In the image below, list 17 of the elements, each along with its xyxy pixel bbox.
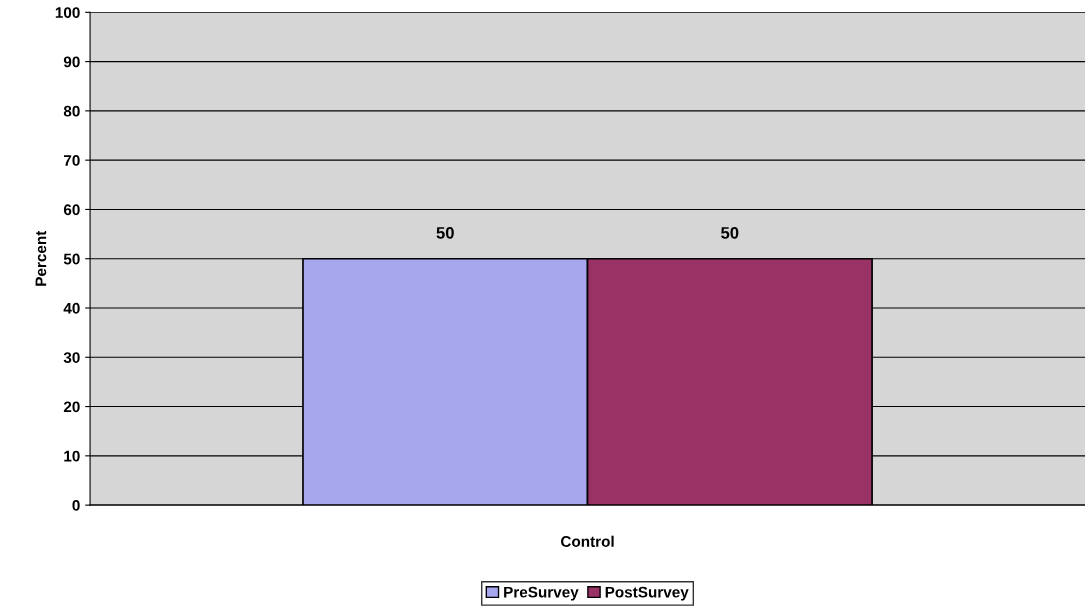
data-label: 50: [436, 226, 454, 239]
y-tick-label: 80: [63, 105, 80, 117]
y-tick-label: 60: [63, 204, 80, 216]
legend-label: PreSurvey: [504, 586, 579, 601]
y-tick-label: 90: [63, 56, 80, 68]
y-tick-label: 20: [63, 401, 80, 413]
y-tick-label: 30: [63, 352, 80, 363]
y-tick-label: 70: [64, 155, 80, 166]
y-tick-label: 10: [64, 450, 80, 462]
y-axis-title: Percent: [35, 230, 47, 286]
y-tick-label: 40: [63, 302, 80, 314]
y-tick-label: 0: [72, 499, 80, 511]
x-tick-label: Control: [561, 535, 614, 547]
y-tick-label: 50: [63, 253, 80, 265]
legend-label: PostSurvey: [605, 586, 689, 601]
y-tick-label: 100: [55, 7, 80, 19]
data-label: 50: [721, 226, 739, 239]
